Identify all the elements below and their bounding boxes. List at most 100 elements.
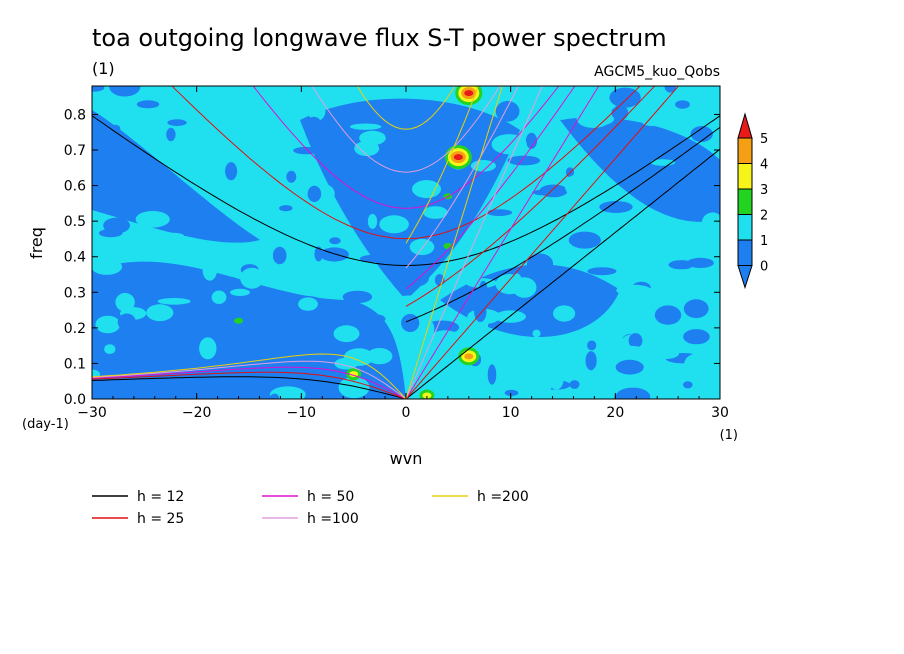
- field-blob: [512, 169, 541, 181]
- field-blob: [307, 116, 321, 127]
- field-blob: [139, 277, 160, 292]
- field-blob: [359, 254, 387, 263]
- field-blob: [628, 333, 643, 349]
- y-tick-label: 0.8: [64, 107, 86, 123]
- field-blob: [616, 284, 652, 296]
- field-blob: [342, 290, 373, 304]
- x-tick-label: −10: [287, 405, 317, 421]
- rossby-curve: [92, 376, 407, 399]
- field-blob: [379, 215, 409, 234]
- x-tick-label: −30: [77, 405, 107, 421]
- field-blob: [401, 269, 429, 287]
- field-blob: [109, 86, 141, 97]
- field-blob: [319, 247, 349, 262]
- colorbar-label: 3: [760, 183, 768, 198]
- field-blob: [95, 315, 121, 334]
- peak-contour: [464, 90, 474, 97]
- field-blob: [495, 100, 520, 122]
- y-tick-label: 0.2: [64, 321, 86, 337]
- field-blob: [270, 209, 287, 231]
- field-blob: [187, 145, 200, 157]
- rossby-curve: [92, 371, 407, 399]
- field-blob: [507, 155, 541, 166]
- field-blob: [298, 297, 318, 311]
- field-blob: [326, 86, 346, 97]
- inertia-gravity-curve: [311, 86, 501, 173]
- field-blob: [667, 240, 679, 250]
- field-blob: [354, 140, 380, 157]
- inertia-gravity-curve: [171, 86, 641, 240]
- field-blob: [510, 273, 523, 294]
- field-blob: [329, 237, 341, 245]
- field-blob: [683, 329, 710, 345]
- y-axis-label: freq: [27, 227, 46, 259]
- colorbar-segment: [737, 188, 753, 215]
- field-blob: [429, 330, 462, 348]
- plot-area: [92, 86, 720, 399]
- field-blob: [532, 329, 541, 338]
- field-blob: [701, 228, 718, 243]
- mrg-curve: [405, 126, 720, 323]
- field-blob: [230, 288, 250, 296]
- field-blob: [211, 290, 227, 304]
- field-blob: [564, 175, 585, 196]
- field-blob: [92, 86, 105, 92]
- field-blob: [684, 352, 716, 375]
- field-blob: [599, 201, 633, 213]
- field-blob: [657, 322, 687, 336]
- field-blob: [293, 146, 319, 155]
- y-axis-unit: (day-1): [22, 417, 69, 432]
- field-blob: [311, 285, 327, 296]
- field-blob: [199, 337, 217, 360]
- field-blob: [616, 141, 646, 150]
- field-blob: [615, 387, 651, 399]
- field-blob: [471, 223, 503, 242]
- field-blob: [98, 131, 128, 150]
- field-blob: [96, 255, 131, 262]
- field-blob: [494, 247, 527, 268]
- field-blob: [343, 348, 374, 366]
- field-blob: [115, 292, 135, 312]
- colorbar-segment: [737, 239, 753, 266]
- x-tick-label: 0: [402, 405, 411, 421]
- colorbar-label: 2: [760, 209, 768, 224]
- field-blob: [333, 325, 360, 343]
- x-axis-label: wvn: [390, 449, 423, 468]
- field-blob: [650, 347, 680, 360]
- field-blob: [225, 162, 238, 181]
- kelvin-curve: [405, 148, 720, 399]
- field-blob: [113, 162, 136, 178]
- field-blob: [504, 389, 519, 396]
- field-blob: [136, 100, 160, 109]
- mrg-curve: [405, 86, 656, 307]
- mrg-curve: [405, 86, 519, 269]
- field-blob: [526, 253, 554, 274]
- field-blob: [683, 381, 693, 389]
- field-blob: [664, 86, 677, 93]
- kelvin-curve: [405, 86, 600, 399]
- field-blob: [532, 189, 565, 196]
- y-tick-label: 0.1: [64, 356, 86, 372]
- x-tick-label: 10: [502, 405, 520, 421]
- field-blob: [104, 344, 116, 354]
- field-blob: [336, 234, 359, 250]
- colorbar-top-arrow: [737, 112, 753, 139]
- field-blob: [478, 123, 500, 139]
- field-blob: [683, 299, 709, 319]
- field-region: [92, 261, 406, 399]
- field-blob: [645, 372, 667, 392]
- field-blob: [307, 185, 322, 202]
- legend-label: h = 12: [137, 489, 184, 505]
- field-blob: [367, 213, 378, 229]
- legend-label: h = 25: [137, 511, 184, 527]
- colorbar-label: 1: [760, 234, 768, 249]
- y-tick-label: 0.5: [64, 214, 86, 230]
- x-tick-label: 30: [711, 405, 729, 421]
- field-blob: [623, 248, 632, 260]
- field-blob: [654, 305, 682, 325]
- field-blob: [611, 167, 628, 176]
- field-blob: [569, 380, 580, 389]
- field-blob: [525, 132, 538, 149]
- field-blob: [609, 87, 641, 108]
